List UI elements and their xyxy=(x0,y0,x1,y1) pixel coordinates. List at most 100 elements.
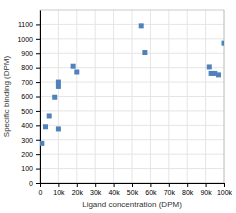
y-tick-label: 0 xyxy=(29,180,33,187)
grid-line-y xyxy=(40,125,224,126)
x-tick-label: 10k xyxy=(53,189,65,196)
point xyxy=(56,84,61,89)
y-tick-label: 300 xyxy=(21,136,33,143)
x-axis-title: Ligand concentration (DPM) xyxy=(82,200,182,209)
y-tick: 700 xyxy=(21,79,40,86)
grid-line-y xyxy=(40,38,224,39)
y-tick-label: 1000 xyxy=(17,36,33,43)
x-tick-label: 100k xyxy=(217,189,233,196)
y-tick: 400 xyxy=(21,122,40,129)
y-axis-title: Specific binding (DPM) xyxy=(2,55,11,137)
y-tick-label: 200 xyxy=(21,151,33,158)
point xyxy=(71,64,76,69)
x-tick-label: 0 xyxy=(39,189,43,196)
grid xyxy=(40,10,224,183)
x-tick: 70k xyxy=(164,183,176,196)
x-tick-label: 80k xyxy=(182,189,194,196)
y-tick-mark xyxy=(36,125,40,126)
plot: 0 10k 20k 30k 40k 50k 60k 70k 80k 90k 100k 0 100 200 3… xyxy=(17,10,232,196)
y-tick: 1000 xyxy=(17,36,40,43)
point xyxy=(142,50,147,55)
points xyxy=(40,23,224,145)
y-tick-label: 400 xyxy=(21,122,33,129)
y-tick-mark xyxy=(36,111,40,112)
y-tick-label: 100 xyxy=(21,165,33,172)
x-tick-mark xyxy=(114,183,115,187)
y-tick: 100 xyxy=(21,165,40,172)
x-tick-mark xyxy=(95,183,96,187)
y-tick-mark xyxy=(36,140,40,141)
x-tick-label: 40k xyxy=(108,189,120,196)
y-tick-mark xyxy=(36,97,40,98)
x-tick-mark xyxy=(206,183,207,187)
y-tick-label: 600 xyxy=(21,93,33,100)
y-axis-line xyxy=(40,11,41,184)
grid-line-y xyxy=(40,154,224,155)
x-tick: 80k xyxy=(182,183,194,196)
plot-frame xyxy=(40,10,224,183)
grid-line-y xyxy=(40,168,224,169)
x-tick-mark xyxy=(132,183,133,187)
grid-line-y xyxy=(40,139,224,140)
point xyxy=(139,23,144,28)
x-tick-mark xyxy=(77,183,78,187)
y-tick-mark xyxy=(36,183,40,184)
y-tick: 500 xyxy=(21,108,40,115)
x-tick: 100k xyxy=(217,183,233,196)
y-axis: 0 100 200 300 400 500 600 700 800 900 1000 1100 xyxy=(17,11,40,187)
y-tick-mark xyxy=(36,82,40,83)
x-tick: 90k xyxy=(200,183,212,196)
grid-line-y xyxy=(40,96,224,97)
y-tick-label: 500 xyxy=(21,108,33,115)
y-tick-mark xyxy=(36,39,40,40)
point xyxy=(56,126,61,131)
x-tick-label: 50k xyxy=(127,189,139,196)
x-tick-label: 90k xyxy=(200,189,212,196)
y-tick-label: 700 xyxy=(21,79,33,86)
x-tick-mark xyxy=(150,183,151,187)
point xyxy=(43,124,48,129)
point xyxy=(56,80,61,85)
y-tick-mark xyxy=(36,24,40,25)
point xyxy=(216,72,221,77)
y-tick-mark xyxy=(36,169,40,170)
grid-line-y xyxy=(40,110,224,111)
point xyxy=(207,64,212,69)
point xyxy=(74,69,79,74)
point xyxy=(222,41,225,46)
x-tick-mark xyxy=(58,183,59,187)
y-tick-mark xyxy=(36,53,40,54)
y-tick: 800 xyxy=(21,64,40,71)
x-tick: 10k xyxy=(53,183,65,196)
grid-line-y xyxy=(40,53,224,54)
x-tick: 60k xyxy=(145,183,157,196)
point xyxy=(52,95,57,100)
x-axis: 0 10k 20k 30k 40k 50k 60k 70k 80k 90k 100k xyxy=(39,183,233,196)
x-tick: 0 xyxy=(39,183,43,196)
y-tick-label: 800 xyxy=(21,64,33,71)
point xyxy=(40,141,44,146)
x-tick-mark xyxy=(169,183,170,187)
x-tick-label: 30k xyxy=(90,189,102,196)
grid-line-y xyxy=(40,82,224,83)
x-tick-mark xyxy=(187,183,188,187)
y-tick-mark xyxy=(36,68,40,69)
x-tick: 50k xyxy=(127,183,139,196)
x-tick: 40k xyxy=(108,183,120,196)
x-tick-mark xyxy=(40,183,41,187)
grid-line-y xyxy=(40,24,224,25)
chart: 0 10k 20k 30k 40k 50k 60k 70k 80k 90k 100k 0 100 200 3… xyxy=(0,0,236,213)
x-tick-label: 60k xyxy=(145,189,157,196)
x-tick-label: 70k xyxy=(164,189,176,196)
x-tick-label: 20k xyxy=(72,189,84,196)
x-tick: 30k xyxy=(90,183,102,196)
y-tick: 300 xyxy=(21,136,40,143)
y-tick: 900 xyxy=(21,50,40,57)
y-tick-label: 900 xyxy=(21,50,33,57)
point xyxy=(47,113,52,118)
x-tick: 20k xyxy=(72,183,84,196)
y-tick: 1100 xyxy=(18,21,40,28)
grid-line-y xyxy=(40,67,224,68)
y-tick: 200 xyxy=(21,151,40,158)
y-tick: 0 xyxy=(29,180,40,187)
